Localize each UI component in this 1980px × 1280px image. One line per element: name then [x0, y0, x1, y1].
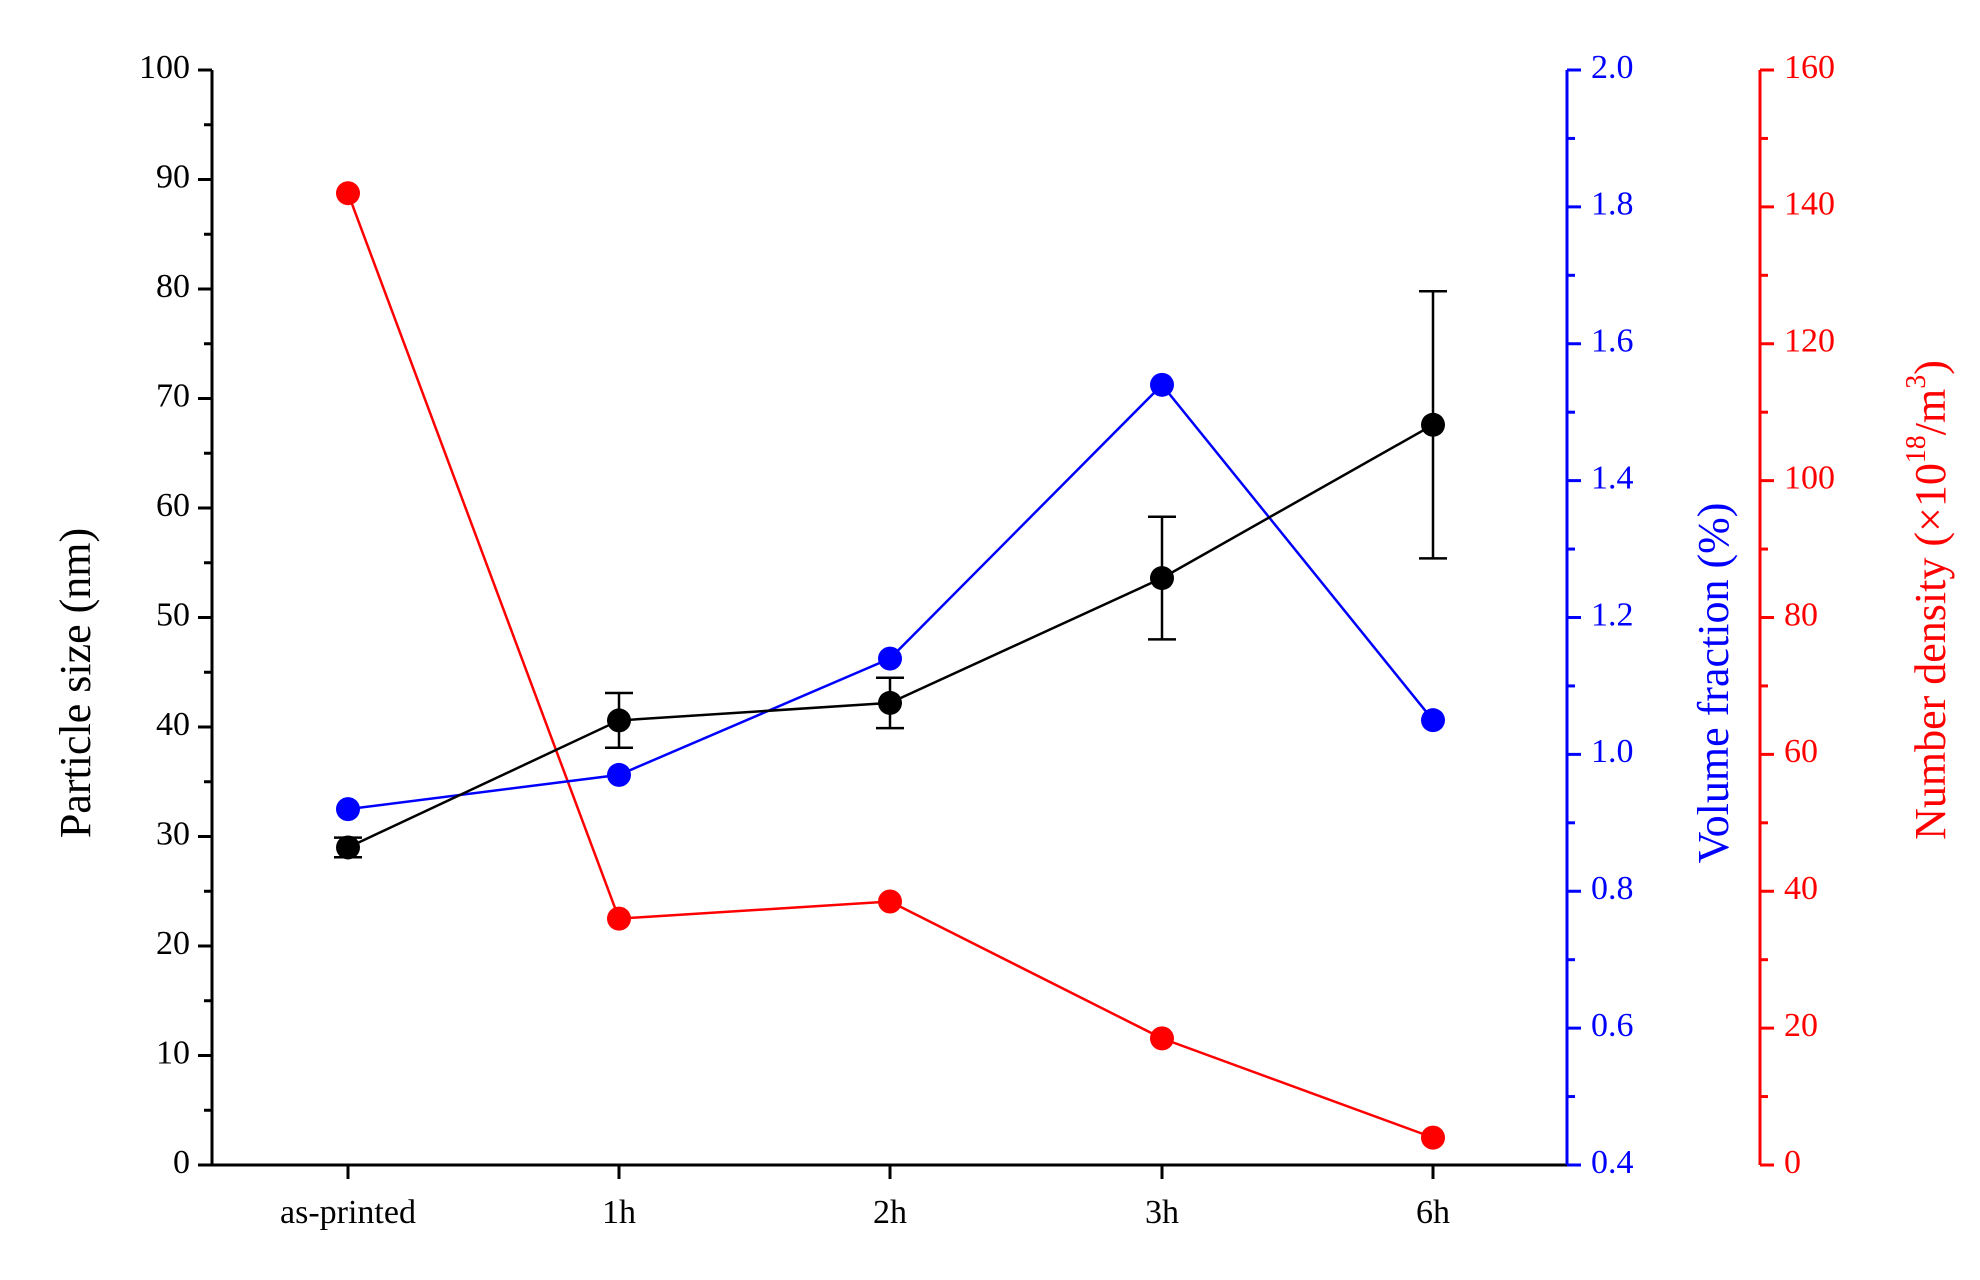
volume-axis-tick-label: 1.2	[1591, 596, 1634, 633]
series-line	[347, 423, 1434, 849]
x-axis-tick-label: 2h	[873, 1194, 907, 1231]
left-axis-tick-label: 10	[156, 1034, 190, 1071]
density-title-close: )	[1906, 360, 1955, 375]
density-axis-tick-label: 160	[1784, 49, 1835, 86]
x-axis-tick-label: 6h	[1416, 1194, 1450, 1231]
left-axis-tick-label: 60	[156, 487, 190, 524]
data-point	[1150, 372, 1174, 397]
series-volume-fraction	[336, 372, 1445, 822]
left-axis-title: Particle size (nm)	[51, 528, 100, 838]
volume-axis-tick-label: 0.6	[1591, 1007, 1634, 1044]
data-point	[878, 690, 902, 715]
data-point	[1421, 708, 1445, 733]
axes-layer: 0 10 20 30 40 50 60 70 80 90 100 as-printed 1h 2h 3h 6h…	[139, 49, 1835, 1231]
x-axis-tick-label: 3h	[1145, 1194, 1179, 1231]
left-axis-tick-label: 50	[156, 596, 190, 633]
density-axis-tick-label: 0	[1784, 1144, 1801, 1181]
data-point	[607, 906, 631, 931]
density-axis-tick-label: 40	[1784, 870, 1818, 907]
data-point	[1150, 1026, 1174, 1051]
data-point	[878, 889, 902, 914]
left-axis-tick-label: 70	[156, 377, 190, 414]
density-axis-tick-label: 140	[1784, 186, 1835, 223]
axis-titles: Particle size (nm) Volume fraction (%) N…	[51, 360, 1955, 863]
density-title-unit: /m	[1906, 389, 1955, 435]
data-point	[1150, 566, 1174, 591]
density-axis-tick-label: 100	[1784, 459, 1835, 496]
data-point	[1421, 1125, 1445, 1150]
x-axis-tick-label: 1h	[602, 1194, 636, 1231]
series-number-density	[336, 181, 1445, 1150]
volume-axis-tick-label: 0.4	[1591, 1144, 1634, 1181]
series-particle-size	[334, 289, 1447, 860]
volume-axis-tick-label: 0.8	[1591, 870, 1634, 907]
data-point	[336, 181, 360, 206]
density-axis-tick-label: 60	[1784, 733, 1818, 770]
data-point	[607, 708, 631, 733]
data-point	[336, 797, 360, 822]
series-layer	[334, 181, 1447, 1150]
x-axis-tick-label: as-printed	[280, 1194, 416, 1231]
left-axis-tick-label: 80	[156, 268, 190, 305]
series-line	[347, 382, 1434, 811]
density-axis-tick-label: 20	[1784, 1007, 1818, 1044]
left-axis-tick-label: 0	[173, 1144, 190, 1181]
left-axis-tick-label: 100	[139, 49, 190, 86]
data-point	[878, 646, 902, 671]
data-point	[1421, 412, 1445, 437]
density-title-main: Number density (×10	[1906, 463, 1955, 840]
left-axis-tick-label: 40	[156, 706, 190, 743]
left-axis-tick-label: 20	[156, 925, 190, 962]
volume-axis-tick-label: 1.6	[1591, 323, 1634, 360]
density-axis-tick-label: 80	[1784, 596, 1818, 633]
data-point	[607, 762, 631, 787]
data-point	[336, 835, 360, 860]
density-title-sup: 18	[1901, 435, 1932, 463]
left-axis-tick-label: 30	[156, 815, 190, 852]
left-axis-tick-label: 90	[156, 158, 190, 195]
volume-axis-tick-label: 1.4	[1591, 459, 1634, 496]
volume-axis-tick-label: 1.8	[1591, 186, 1634, 223]
volume-axis-tick-label: 1.0	[1591, 733, 1634, 770]
volume-axis-tick-label: 2.0	[1591, 49, 1634, 86]
density-title-sup2: 3	[1901, 375, 1932, 389]
density-axis-title: Number density (×1018/m3)	[1901, 360, 1955, 840]
volume-axis-title: Volume fraction (%)	[1689, 503, 1738, 864]
density-axis-tick-label: 120	[1784, 323, 1835, 360]
